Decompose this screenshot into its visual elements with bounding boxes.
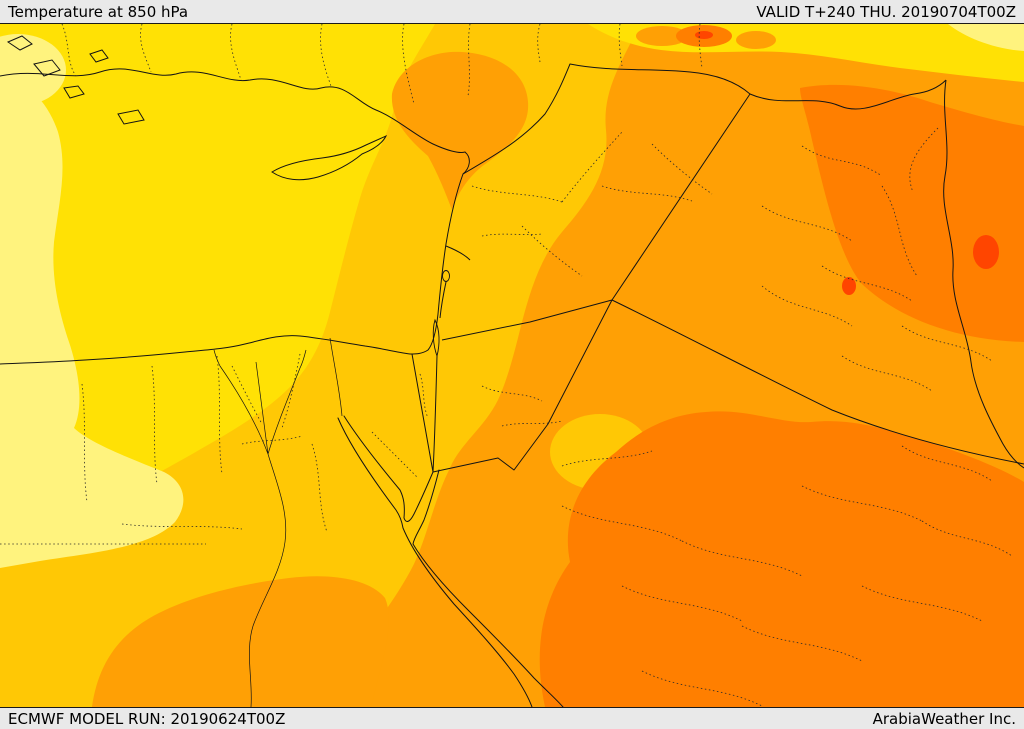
border-levant [411, 245, 613, 473]
temp-region-pale-northwest [0, 34, 66, 106]
country-borders-layer [411, 63, 1024, 473]
temp-region-pale-west [0, 72, 184, 568]
temp-region-pale-northeast [948, 24, 1024, 51]
coastline-aegean-islands [6, 35, 145, 125]
border-jordan-saudi-iraq [432, 299, 1024, 473]
temperature-fill-layer [0, 24, 1024, 707]
admin-borders-saudi [561, 445, 1013, 707]
nile-river [213, 349, 307, 707]
coastline-gulf-aqaba-red-sea-east [412, 469, 564, 707]
admin-borders-layer [0, 24, 1013, 707]
coastline-cyprus [271, 134, 388, 181]
sea-of-galilee-outline [442, 270, 450, 282]
temp-spot-orange-top-1 [636, 26, 688, 46]
temp-spot-orange-top-2 [736, 31, 776, 49]
header-bar: Temperature at 850 hPa VALID T+240 THU. … [0, 0, 1024, 24]
admin-borders-syria-jordan [419, 131, 713, 427]
temp-region-orange-southwest [92, 576, 389, 707]
admin-borders-iraq [761, 127, 993, 392]
coastline-gulf-suez-west-red-sea-west [337, 417, 533, 707]
temp-region-yellow-west [0, 24, 435, 563]
footer-bar: ECMWF MODEL RUN: 20190624T00Z ArabiaWeat… [0, 707, 1024, 729]
temp-region-dark-northeast [800, 84, 1024, 342]
suez-canal-line [329, 337, 343, 417]
temp-spot-red-iraq-small [842, 277, 856, 295]
temp-region-dark-south [539, 411, 1024, 707]
valid-time-label: VALID T+240 THU. 20190704T00Z [756, 2, 1016, 21]
temp-region-orange-cyprus [391, 51, 529, 210]
map-title: Temperature at 850 hPa [8, 2, 189, 21]
coastline-layer [0, 35, 564, 707]
model-run-label: ECMWF MODEL RUN: 20190624T00Z [8, 709, 286, 728]
coastline-levant-egypt [0, 173, 464, 365]
weather-map [0, 24, 1024, 707]
admin-borders-egypt [0, 353, 418, 545]
border-syria-turkey-iraq-iran [462, 63, 1024, 469]
credit-label: ArabiaWeather Inc. [872, 709, 1016, 728]
rivers-layer [213, 349, 307, 707]
temp-spot-red-iraq [973, 235, 999, 269]
coastline-sinai [343, 415, 434, 522]
map-area [0, 24, 1024, 707]
temp-spot-red-top [695, 31, 713, 39]
coastline-anatolia [0, 68, 470, 175]
admin-borders-turkey [61, 24, 703, 105]
